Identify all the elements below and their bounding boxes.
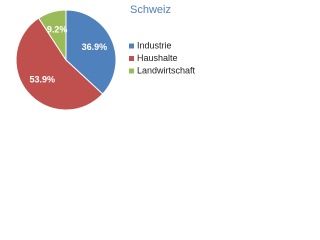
legend-swatch — [129, 43, 134, 49]
data-label: 9.2% — [47, 25, 68, 35]
pie-slice — [37, 9, 67, 62]
legend-label: Landwirtschaft — [137, 65, 196, 75]
chart-title: Schweiz — [130, 4, 171, 16]
legend-label: Industrie — [137, 40, 172, 50]
data-label: 36.9% — [82, 42, 108, 52]
legend-label: Haushalte — [137, 53, 178, 63]
legend-swatch — [129, 56, 134, 61]
chart: Schweiz 36.9% 53.9% 9.2% Industrie Haushalte… — [15, 4, 196, 111]
page: {"chart_data": {"type": "pie", "title": … — [0, 0, 320, 118]
pie-slice — [15, 17, 104, 111]
data-label: 53.9% — [30, 74, 56, 84]
legend-swatch — [129, 68, 134, 74]
pie-slice — [65, 9, 117, 95]
